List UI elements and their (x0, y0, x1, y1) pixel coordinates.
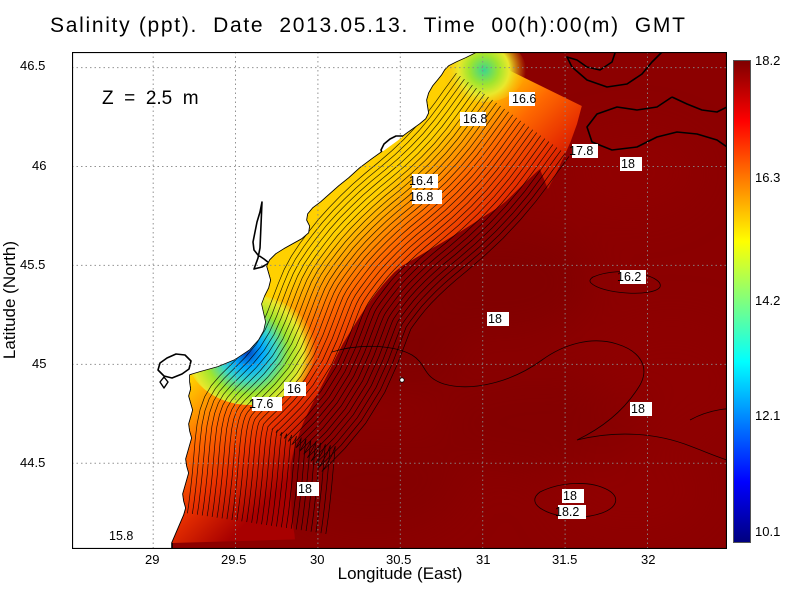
svg-text:16: 16 (287, 382, 301, 396)
svg-text:17.8: 17.8 (569, 144, 593, 158)
svg-text:18: 18 (488, 312, 502, 326)
svg-text:18: 18 (621, 157, 635, 171)
svg-text:15.8: 15.8 (109, 529, 133, 543)
svg-text:18: 18 (298, 482, 312, 496)
svg-text:16.2: 16.2 (617, 270, 641, 284)
svg-text:16.4: 16.4 (409, 174, 433, 188)
svg-text:18: 18 (631, 402, 645, 416)
svg-text:16.6: 16.6 (512, 92, 536, 106)
svg-text:17.6: 17.6 (249, 397, 273, 411)
svg-text:16.8: 16.8 (463, 112, 487, 126)
svg-text:18: 18 (563, 489, 577, 503)
svg-text:16.8: 16.8 (409, 190, 433, 204)
svg-text:18.2: 18.2 (555, 505, 579, 519)
svg-text:Z = 2.5 m: Z = 2.5 m (102, 88, 199, 109)
